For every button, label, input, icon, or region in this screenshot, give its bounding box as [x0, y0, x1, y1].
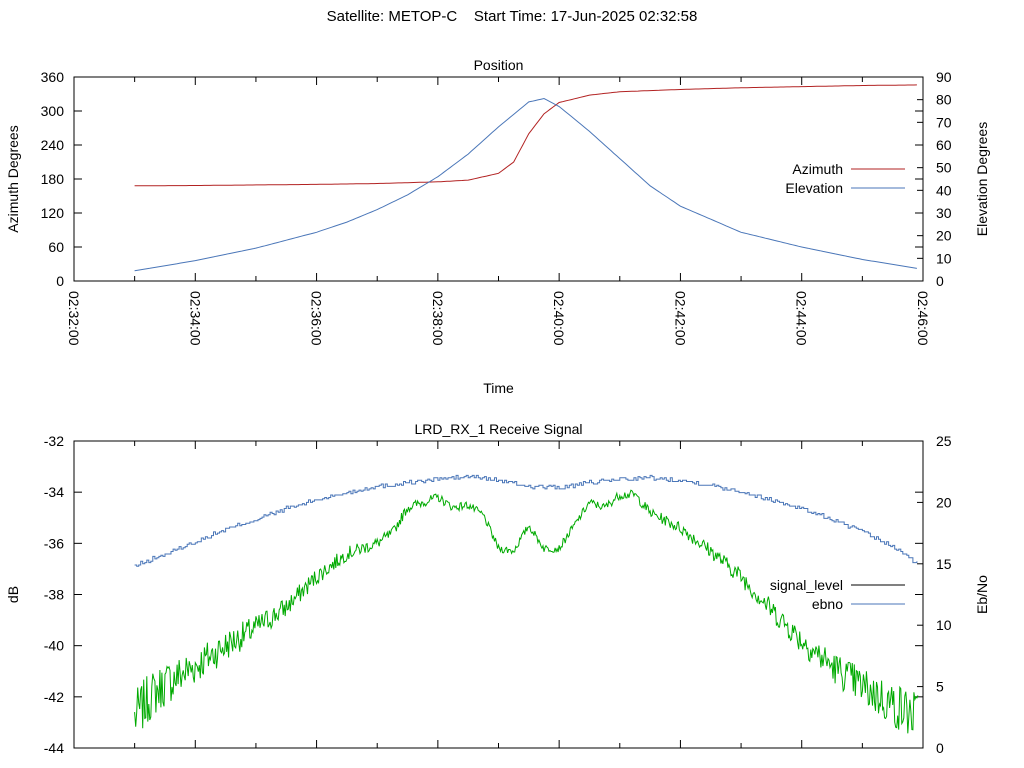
chart1-plot-frame: [73, 76, 924, 282]
chart2-title: LRD_RX_1 Receive Signal: [414, 421, 582, 437]
chart1-series-line-azimuth: [134, 84, 917, 187]
chart2-y2-tick-label: 0: [936, 740, 944, 756]
chart1-x-tick-label: 02:36:00: [309, 291, 325, 346]
chart1-y-tick-label: 360: [41, 69, 65, 85]
chart2-y-tick-label: -44: [44, 740, 64, 756]
chart1-title: Position: [474, 57, 524, 73]
chart2-y2-tick-label: 25: [936, 433, 952, 449]
chart1-y-tick-label: 60: [48, 239, 64, 255]
chart2-series-line-signal_level: [134, 489, 919, 734]
chart1-y2-tick-label: 30: [936, 205, 952, 221]
satellite-label: Satellite: METOP-C: [326, 8, 458, 25]
chart1-y2-tick-label: 90: [936, 69, 952, 85]
chart2-y2-tick-label: 10: [936, 617, 952, 633]
chart2-y-tick-label: -42: [44, 689, 64, 705]
chart2-y2-tick-label: 5: [936, 679, 944, 695]
chart1-x-tick-label: 02:42:00: [672, 291, 688, 346]
chart1-legend-label: Azimuth: [792, 161, 843, 177]
chart2-y2-tick-label: 20: [936, 494, 952, 510]
chart1-x-tick-label: 02:38:00: [430, 291, 446, 346]
chart1-y2-tick-label: 10: [936, 250, 952, 266]
chart1-x-axis-label: Time: [483, 380, 514, 396]
start-time-label: Start Time: 17-Jun-2025 02:32:58: [473, 8, 698, 25]
chart1-y-axis-label: Azimuth Degrees: [5, 125, 21, 232]
chart2-legend-label: signal_level: [770, 577, 843, 593]
chart1-series-line-elevation: [134, 97, 917, 272]
chart1-y2-tick-label: 70: [936, 114, 952, 130]
chart1-y2-tick-label: 0: [936, 273, 944, 289]
chart1-x-tick-label: 02:40:00: [551, 291, 567, 346]
chart1-x-tick-label: 02:44:00: [794, 291, 810, 346]
chart1-x-tick-label: 02:34:00: [187, 291, 203, 346]
chart1-y-tick-label: 240: [41, 137, 65, 153]
chart2-series-line-ebno: [134, 474, 918, 567]
chart2-y-tick-label: -32: [44, 433, 64, 449]
chart1-y2-tick-label: 20: [936, 228, 952, 244]
chart1-y2-axis-label: Elevation Degrees: [974, 122, 990, 236]
chart1-y2-tick-label: 60: [936, 137, 952, 153]
chart2-y-tick-label: -38: [44, 587, 64, 603]
chart1-y2-tick-label: 40: [936, 182, 952, 198]
chart2-y-tick-label: -40: [44, 638, 64, 654]
chart1-y-tick-label: 120: [41, 205, 65, 221]
chart1-y2-tick-label: 50: [936, 160, 952, 176]
chart2-plot-frame: [73, 440, 924, 749]
chart1-y-tick-label: 180: [41, 171, 65, 187]
chart2-y2-axis-label: Eb/No: [974, 575, 990, 614]
chart1-y-tick-label: 300: [41, 103, 65, 119]
chart1-y-tick-label: 0: [56, 273, 64, 289]
chart2-y-tick-label: -36: [44, 535, 64, 551]
chart2-y-tick-label: -34: [44, 484, 64, 500]
chart1-x-tick-label: 02:32:00: [66, 291, 82, 346]
chart2-legend-label: ebno: [812, 596, 843, 612]
chart1-y2-tick-label: 80: [936, 92, 952, 108]
chart1-legend-label: Elevation: [785, 180, 843, 196]
page-title: Satellite: METOP-C Start Time: 17-Jun-20…: [0, 8, 1024, 25]
chart1-x-tick-label: 02:46:00: [915, 291, 931, 346]
chart2-y-axis-label: dB: [5, 586, 21, 603]
chart2-y2-tick-label: 15: [936, 556, 952, 572]
